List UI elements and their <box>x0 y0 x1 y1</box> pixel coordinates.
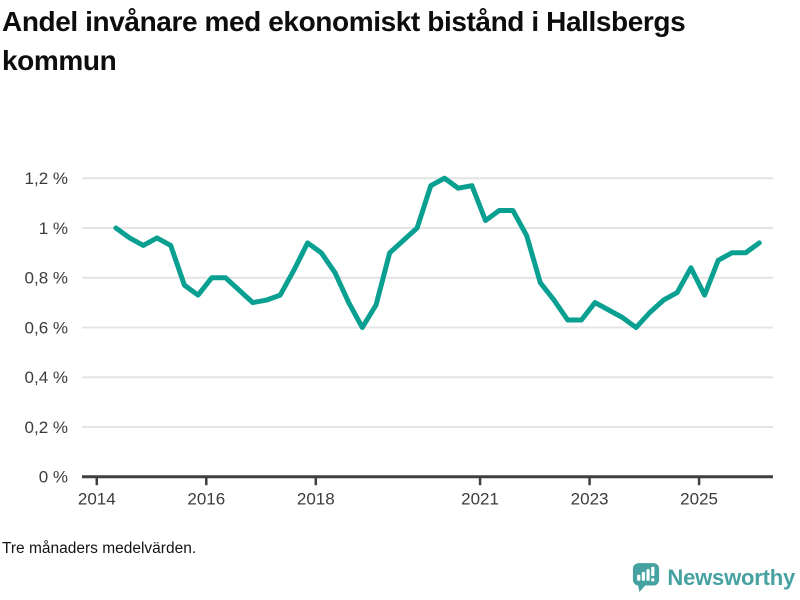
data-line-series <box>113 175 762 330</box>
y-tick-label: 1,2 % <box>25 169 68 188</box>
y-tick-label: 0,4 % <box>25 368 68 387</box>
x-tick-label: 2021 <box>461 490 499 509</box>
page-title: Andel invånare med ekonomiskt bistånd i … <box>2 6 686 76</box>
newsworthy-wordmark: Newsworthy <box>667 565 795 590</box>
y-tick-label: 0,8 % <box>25 269 68 288</box>
x-tick-label: 2014 <box>78 490 116 509</box>
newsworthy-branding: Newsworthy <box>632 562 795 594</box>
x-tick-label: 2016 <box>187 490 225 509</box>
bar-chart-glyph <box>637 566 655 582</box>
x-tick-label: 2025 <box>680 490 718 509</box>
y-tick-label: 0,6 % <box>25 318 68 337</box>
speech-bubble-shape <box>633 563 660 592</box>
y-tick-label: 0,2 % <box>25 418 68 437</box>
newsworthy-logo-icon <box>633 563 660 592</box>
y-tick-label: 0 % <box>39 468 68 487</box>
y-tick-label: 1 % <box>39 219 68 238</box>
footnote: Tre månaders medelvärden. <box>2 540 197 557</box>
x-tick-label: 2023 <box>571 490 609 509</box>
x-tick-label: 2018 <box>297 490 335 509</box>
